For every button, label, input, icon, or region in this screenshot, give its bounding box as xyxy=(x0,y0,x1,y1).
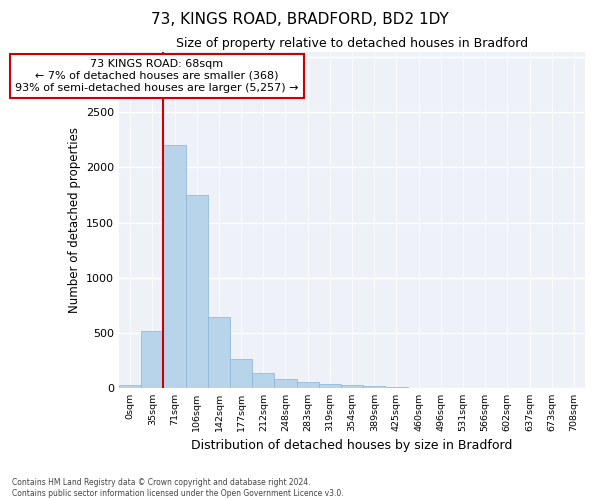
Bar xyxy=(319,384,341,388)
Text: Contains HM Land Registry data © Crown copyright and database right 2024.
Contai: Contains HM Land Registry data © Crown c… xyxy=(12,478,344,498)
Bar xyxy=(341,384,363,388)
Bar xyxy=(141,330,163,388)
Text: 73 KINGS ROAD: 68sqm
← 7% of detached houses are smaller (368)
93% of semi-detac: 73 KINGS ROAD: 68sqm ← 7% of detached ho… xyxy=(15,60,299,92)
Bar xyxy=(230,358,252,388)
Bar xyxy=(252,373,274,388)
Text: 73, KINGS ROAD, BRADFORD, BD2 1DY: 73, KINGS ROAD, BRADFORD, BD2 1DY xyxy=(151,12,449,28)
Bar xyxy=(363,386,385,388)
Bar xyxy=(274,379,296,388)
X-axis label: Distribution of detached houses by size in Bradford: Distribution of detached houses by size … xyxy=(191,440,513,452)
Bar xyxy=(119,384,141,388)
Bar xyxy=(185,195,208,388)
Bar xyxy=(163,146,185,388)
Bar xyxy=(208,318,230,388)
Y-axis label: Number of detached properties: Number of detached properties xyxy=(68,127,80,313)
Bar xyxy=(296,382,319,388)
Title: Size of property relative to detached houses in Bradford: Size of property relative to detached ho… xyxy=(176,38,528,51)
